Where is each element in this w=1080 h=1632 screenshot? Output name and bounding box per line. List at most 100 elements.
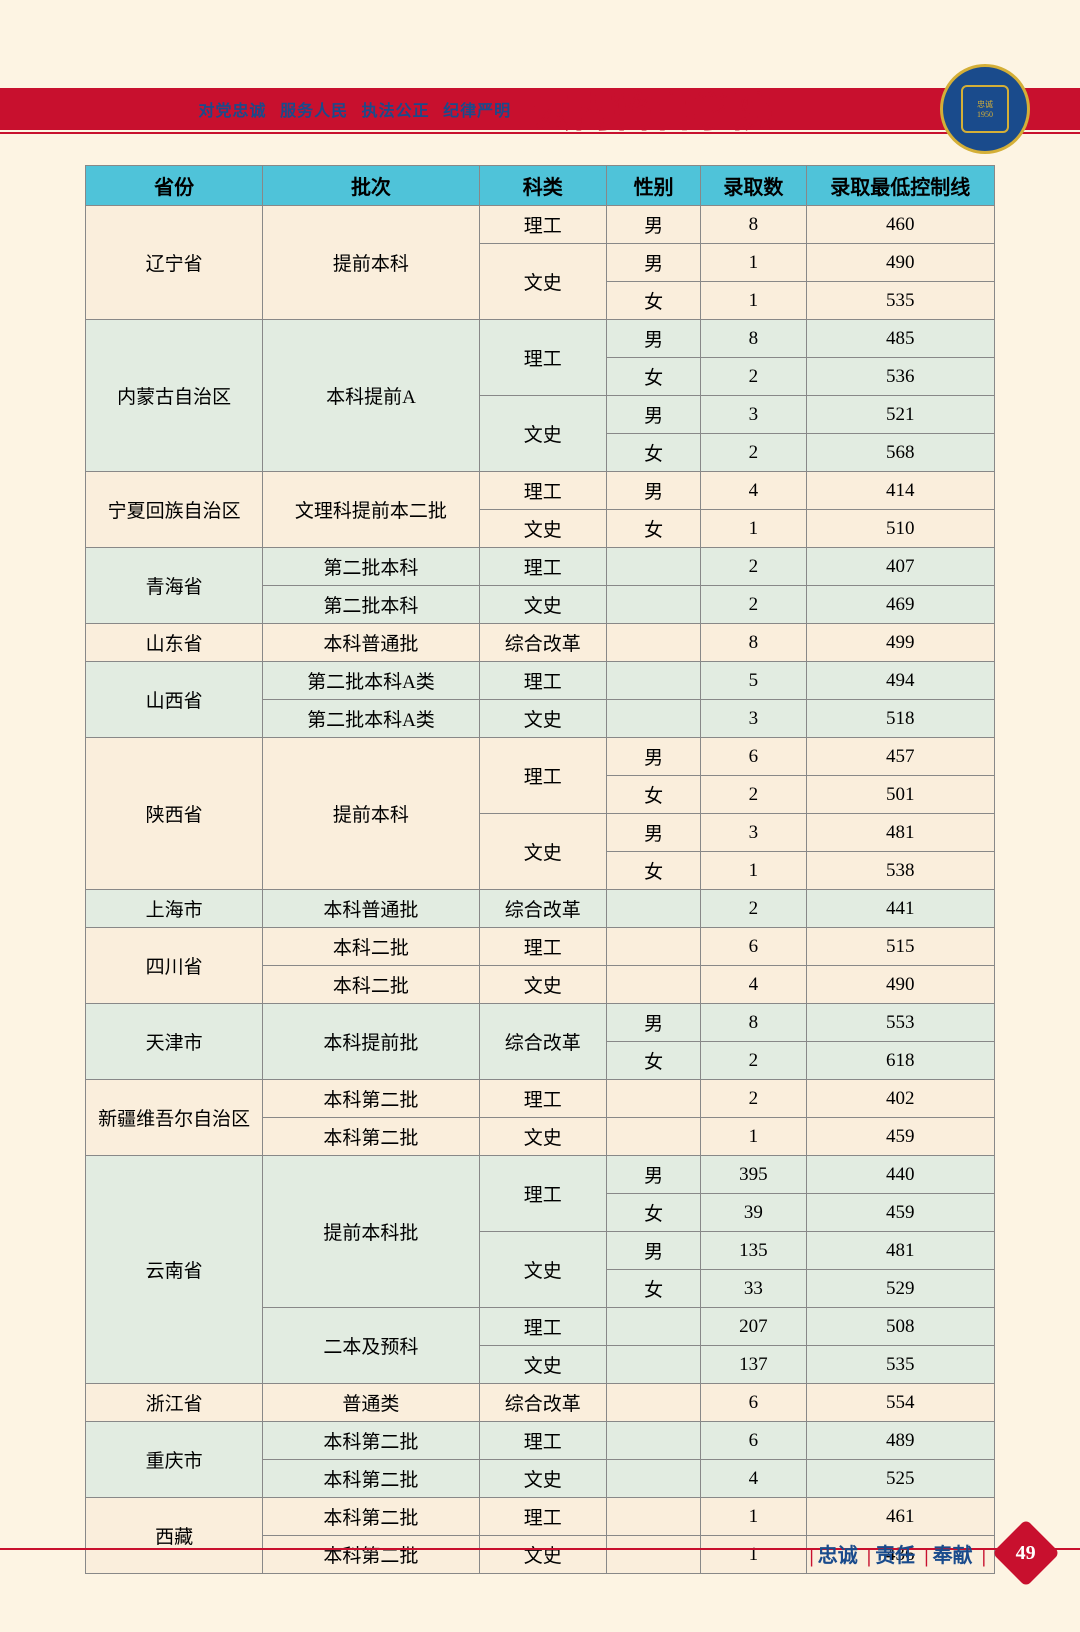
table-cell: 535 xyxy=(806,1346,995,1384)
table-cell: 489 xyxy=(806,1422,995,1460)
table-cell: 1 xyxy=(701,510,806,548)
table-cell: 407 xyxy=(806,548,995,586)
table-cell: 3 xyxy=(701,396,806,434)
table-row: 新疆维吾尔自治区本科第二批理工2402 xyxy=(86,1080,995,1118)
table-cell: 本科二批 xyxy=(263,928,479,966)
table-cell: 本科第二批 xyxy=(263,1498,479,1536)
table-cell: 二本及预科 xyxy=(263,1308,479,1384)
table-cell: 39 xyxy=(701,1194,806,1232)
table-cell: 云南省 xyxy=(86,1156,263,1384)
table-cell: 综合改革 xyxy=(479,1384,606,1422)
page-number-badge: 49 xyxy=(992,1519,1060,1587)
table-cell: 459 xyxy=(806,1194,995,1232)
table-cell: 理工 xyxy=(479,1080,606,1118)
table-cell: 文史 xyxy=(479,586,606,624)
table-cell: 文理科提前本二批 xyxy=(263,472,479,548)
header-content: |对党忠诚 |服务人民 |执法公正 |纪律严明 | 云南警官学院 xyxy=(0,88,1080,130)
table-cell: 207 xyxy=(701,1308,806,1346)
table-cell: 综合改革 xyxy=(479,890,606,928)
table-cell: 1 xyxy=(701,1118,806,1156)
table-cell: 2 xyxy=(701,776,806,814)
table-cell xyxy=(606,1308,700,1346)
table-cell: 理工 xyxy=(479,1308,606,1346)
table-row: 青海省第二批本科理工2407 xyxy=(86,548,995,586)
table-cell: 上海市 xyxy=(86,890,263,928)
table-cell: 男 xyxy=(606,738,700,776)
table-row: 陕西省提前本科理工男6457 xyxy=(86,738,995,776)
table-cell: 宁夏回族自治区 xyxy=(86,472,263,548)
table-cell xyxy=(606,1422,700,1460)
table-cell: 本科第二批 xyxy=(263,1422,479,1460)
chevron-left-icon xyxy=(779,94,827,124)
table-cell: 499 xyxy=(806,624,995,662)
table-cell: 女 xyxy=(606,1042,700,1080)
table-row: 天津市本科提前批综合改革男8553 xyxy=(86,1004,995,1042)
table-cell: 440 xyxy=(806,1156,995,1194)
table-cell: 本科第二批 xyxy=(263,1460,479,1498)
table-cell: 414 xyxy=(806,472,995,510)
table-cell: 文史 xyxy=(479,1232,606,1308)
table-cell: 536 xyxy=(806,358,995,396)
page-header: |对党忠诚 |服务人民 |执法公正 |纪律严明 | 云南警官学院 忠诚1950 xyxy=(0,0,1080,145)
table-cell: 1 xyxy=(701,282,806,320)
page-number: 49 xyxy=(1016,1542,1036,1565)
table-cell: 618 xyxy=(806,1042,995,1080)
table-cell: 男 xyxy=(606,320,700,358)
table-cell: 内蒙古自治区 xyxy=(86,320,263,472)
table-cell xyxy=(606,1346,700,1384)
table-cell: 浙江省 xyxy=(86,1384,263,1422)
table-cell: 4 xyxy=(701,966,806,1004)
table-cell xyxy=(606,1536,700,1574)
table-cell: 1 xyxy=(701,852,806,890)
table-row: 云南省提前本科批理工男395440 xyxy=(86,1156,995,1194)
table-cell: 529 xyxy=(806,1270,995,1308)
table-cell: 男 xyxy=(606,814,700,852)
table-cell: 515 xyxy=(806,928,995,966)
table-cell: 481 xyxy=(806,1232,995,1270)
table-cell: 508 xyxy=(806,1308,995,1346)
table-cell: 本科第二批 xyxy=(263,1118,479,1156)
table-cell: 8 xyxy=(701,1004,806,1042)
table-cell: 男 xyxy=(606,1156,700,1194)
table-cell: 本科提前批 xyxy=(263,1004,479,1080)
table-cell: 402 xyxy=(806,1080,995,1118)
table-cell: 男 xyxy=(606,244,700,282)
table-cell: 2 xyxy=(701,434,806,472)
table-cell: 6 xyxy=(701,1422,806,1460)
table-cell: 青海省 xyxy=(86,548,263,624)
table-cell: 6 xyxy=(701,1384,806,1422)
table-cell xyxy=(606,890,700,928)
table-row: 内蒙古自治区本科提前A理工男8485 xyxy=(86,320,995,358)
table-cell: 481 xyxy=(806,814,995,852)
table-cell: 提前本科批 xyxy=(263,1156,479,1308)
table-cell: 538 xyxy=(806,852,995,890)
table-cell: 494 xyxy=(806,662,995,700)
table-cell: 辽宁省 xyxy=(86,206,263,320)
footer-values: |忠诚 |责任 |奉献 | xyxy=(805,1539,990,1568)
table-cell: 理工 xyxy=(479,1422,606,1460)
table-cell: 490 xyxy=(806,244,995,282)
table-cell: 文史 xyxy=(479,966,606,1004)
table-cell xyxy=(606,548,700,586)
table-cell: 2 xyxy=(701,1042,806,1080)
page-footer: |忠诚 |责任 |奉献 | 49 xyxy=(805,1529,1050,1577)
table-cell: 提前本科 xyxy=(263,738,479,890)
table-cell xyxy=(606,966,700,1004)
table-cell: 文史 xyxy=(479,1346,606,1384)
table-cell xyxy=(606,1460,700,1498)
table-cell: 新疆维吾尔自治区 xyxy=(86,1080,263,1156)
table-row: 辽宁省提前本科理工男8460 xyxy=(86,206,995,244)
table-cell xyxy=(606,662,700,700)
table-cell: 文史 xyxy=(479,396,606,472)
col-gender: 性别 xyxy=(606,166,700,206)
col-subject: 科类 xyxy=(479,166,606,206)
table-cell: 553 xyxy=(806,1004,995,1042)
table-cell xyxy=(606,1080,700,1118)
admission-table-container: 省份 批次 科类 性别 录取数 录取最低控制线 辽宁省提前本科理工男8460文史… xyxy=(85,165,995,1574)
col-count: 录取数 xyxy=(701,166,806,206)
table-cell: 第二批本科 xyxy=(263,548,479,586)
table-cell: 男 xyxy=(606,1004,700,1042)
table-cell: 女 xyxy=(606,510,700,548)
table-cell: 女 xyxy=(606,852,700,890)
table-cell: 441 xyxy=(806,890,995,928)
